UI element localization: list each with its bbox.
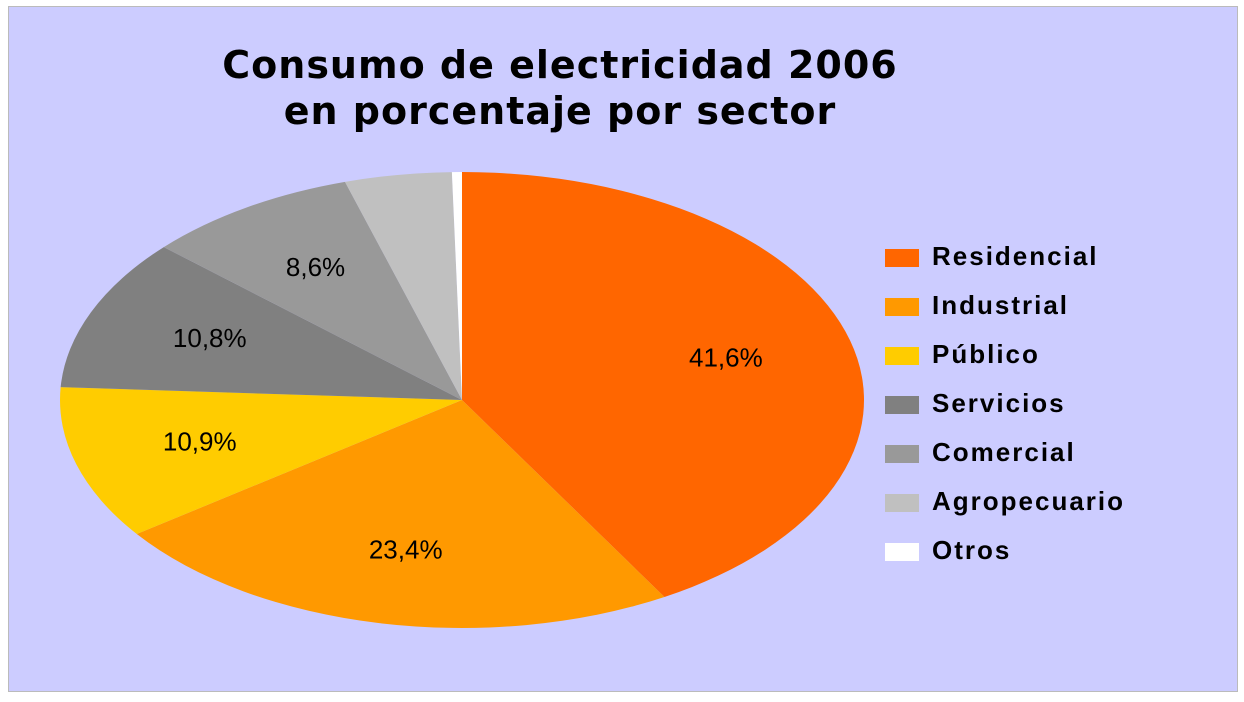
legend-swatch xyxy=(885,494,919,512)
legend-label: Público xyxy=(932,339,1040,369)
legend-label: Industrial xyxy=(932,290,1069,320)
pie-slice xyxy=(451,172,462,400)
legend-label: Agropecuario xyxy=(932,486,1125,516)
legend-swatch xyxy=(885,347,919,365)
legend-swatch xyxy=(885,298,919,316)
legend-label: Otros xyxy=(932,535,1011,565)
pie-slice xyxy=(163,181,462,400)
legend-swatch xyxy=(885,396,919,414)
legend-label: Residencial xyxy=(932,241,1099,271)
pie-slice xyxy=(59,387,462,535)
legend-swatch xyxy=(885,543,919,561)
pie-slice xyxy=(462,172,865,597)
data-label: 10,8% xyxy=(173,323,247,353)
data-label: 8,6% xyxy=(286,252,345,282)
chart-title: Consumo de electricidad 2006 en porcenta… xyxy=(222,43,898,133)
legend-swatch xyxy=(885,249,919,267)
pie-slice xyxy=(345,172,462,400)
data-label: 23,4% xyxy=(369,535,443,565)
legend-label: Servicios xyxy=(932,388,1066,418)
legend-swatch xyxy=(885,445,919,463)
data-label: 41,6% xyxy=(689,342,763,372)
pie-slice xyxy=(60,247,462,400)
legend-label: Comercial xyxy=(932,437,1076,467)
pie-slice xyxy=(136,400,665,629)
data-label: 10,9% xyxy=(163,427,237,457)
